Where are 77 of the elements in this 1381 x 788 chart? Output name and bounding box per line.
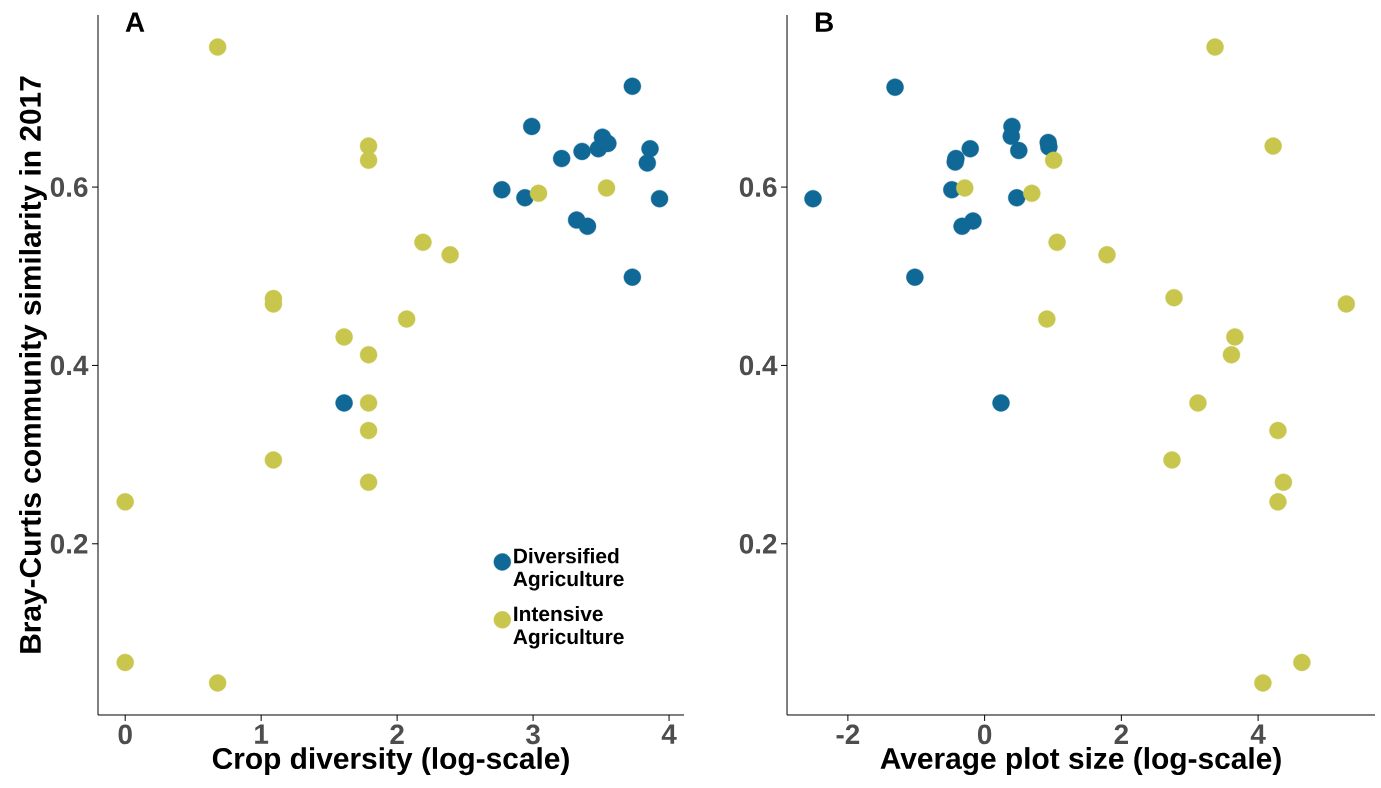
- point: [906, 268, 924, 286]
- point: [1038, 310, 1056, 328]
- point: [335, 328, 353, 346]
- x-tick-label: -2: [836, 724, 860, 744]
- point: [650, 189, 669, 208]
- point: [359, 473, 378, 491]
- point: [1048, 233, 1066, 252]
- point: [1206, 38, 1224, 56]
- point: [116, 653, 134, 672]
- point: [1163, 451, 1181, 469]
- point: [573, 142, 591, 161]
- point: [493, 181, 511, 199]
- point: [886, 78, 904, 96]
- point: [1264, 137, 1282, 155]
- point: [638, 154, 657, 172]
- y-axis-title: Bray-Curtis community similarity in 2017: [19, 76, 47, 653]
- point: [1254, 674, 1272, 692]
- y-tick-label: 0.2: [739, 533, 777, 554]
- point: [552, 149, 571, 168]
- point: [578, 217, 597, 236]
- point: [516, 189, 534, 207]
- point: [1222, 346, 1241, 364]
- point: [335, 394, 353, 412]
- point: [597, 179, 616, 197]
- chart-title: B: [815, 12, 833, 32]
- x-tick-label: 3: [525, 724, 540, 745]
- x-tick-label: 0: [118, 724, 132, 745]
- x-tick-label: 0: [977, 724, 992, 745]
- point: [956, 179, 974, 197]
- point: [264, 451, 283, 469]
- point: [523, 117, 541, 136]
- point: [1269, 421, 1287, 440]
- x-axis-title: Average plot size (log-scale): [880, 747, 1281, 776]
- y-tick-label: 0.4: [50, 355, 89, 376]
- point: [964, 212, 982, 230]
- point: [623, 268, 642, 286]
- point: [441, 246, 459, 264]
- x-tick-label: 4: [1250, 724, 1266, 744]
- point: [1044, 151, 1063, 170]
- legend-label: Diversified Agriculture: [513, 548, 624, 591]
- point: [1098, 246, 1116, 264]
- legend-label: Intensive Agriculture: [513, 605, 624, 649]
- x-tick-label: 1: [255, 724, 269, 744]
- point: [1008, 189, 1026, 207]
- point: [397, 310, 416, 328]
- point: [1165, 288, 1183, 307]
- point: [1337, 295, 1356, 313]
- y-tick-label: 0.2: [50, 533, 88, 554]
- point: [1274, 473, 1293, 491]
- point: [623, 77, 642, 96]
- point: [359, 394, 378, 412]
- point: [1269, 493, 1287, 511]
- point: [961, 140, 979, 158]
- point: [1189, 394, 1207, 412]
- x-tick-label: 2: [390, 724, 404, 744]
- x-tick-label: 2: [1114, 724, 1128, 744]
- point: [208, 38, 227, 56]
- point: [116, 493, 134, 511]
- point: [208, 674, 227, 692]
- y-tick-label: 0.6: [739, 177, 777, 197]
- point: [414, 233, 432, 252]
- x-axis-title: Crop diversity (log-scale): [212, 747, 569, 776]
- x-tick-label: 4: [661, 724, 677, 744]
- point: [1010, 141, 1028, 160]
- point: [359, 346, 378, 364]
- point: [992, 394, 1010, 412]
- chart-title: A: [125, 12, 145, 32]
- point: [529, 184, 548, 203]
- point: [359, 421, 378, 440]
- point: [359, 151, 378, 170]
- point: [1226, 328, 1244, 346]
- y-tick-label: 0.6: [50, 177, 88, 197]
- point: [641, 140, 659, 158]
- point: [804, 189, 822, 208]
- point: [1023, 184, 1041, 203]
- y-tick-label: 0.4: [739, 355, 778, 376]
- point: [1293, 653, 1311, 672]
